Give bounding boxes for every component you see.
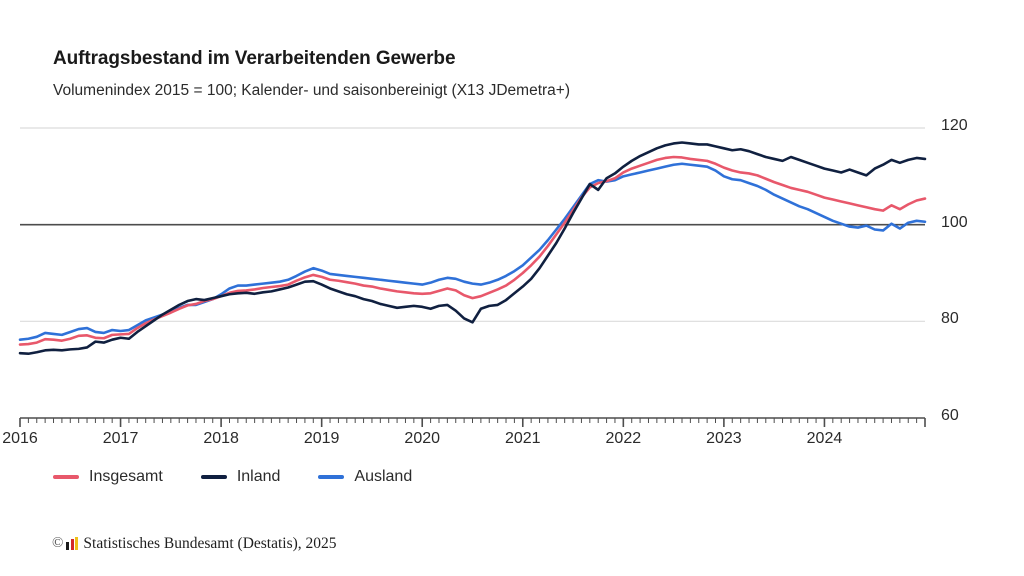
legend-item[interactable]: Inland [200,468,281,486]
y-axis-tick-label: 80 [941,310,959,328]
footer-source-text: Statistisches Bundesamt (Destatis), 2025 [83,535,337,552]
destatis-logo-icon [66,536,79,550]
x-axis-tick-label: 2017 [102,430,139,447]
x-axis-tick-label: 2019 [303,430,340,447]
legend-swatch-icon [53,475,79,479]
x-axis-tick-label: 2023 [706,430,742,447]
legend-item-label: Insgesamt [89,468,163,485]
chart-title: Auftragsbestand im Verarbeitenden Gewerb… [53,48,456,69]
chart-subtitle: Volumenindex 2015 = 100; Kalender- und s… [53,82,570,99]
legend-swatch-icon [318,475,345,479]
chart-legend: Insgesamt Inland Ausland [53,468,450,486]
legend-item-label: Ausland [354,468,413,485]
legend-item[interactable]: Insgesamt [53,468,163,486]
series-line-ausland [18,162,927,342]
legend-item[interactable]: Ausland [318,468,412,486]
y-axis-tick-label: 120 [941,117,968,134]
y-axis-tick-label: 60 [941,407,959,424]
chart-footer: © Statistisches Bundesamt (Destatis), 20… [52,536,337,552]
series-line-inland [18,141,927,356]
x-axis-tick-label: 2018 [203,430,239,447]
y-axis-tick-label: 100 [941,213,968,231]
x-axis-tick-label: 2020 [404,430,441,447]
legend-item-label: Inland [236,468,281,485]
x-axis-tick-label: 2022 [605,430,642,447]
x-axis-tick-label: 2021 [504,430,541,447]
legend-swatch-icon [200,475,227,479]
series-line-insgesamt [18,155,927,346]
copyright-icon: © [52,535,64,552]
x-axis-tick-label: 2016 [2,430,38,447]
x-axis-tick-label: 2024 [806,430,843,447]
